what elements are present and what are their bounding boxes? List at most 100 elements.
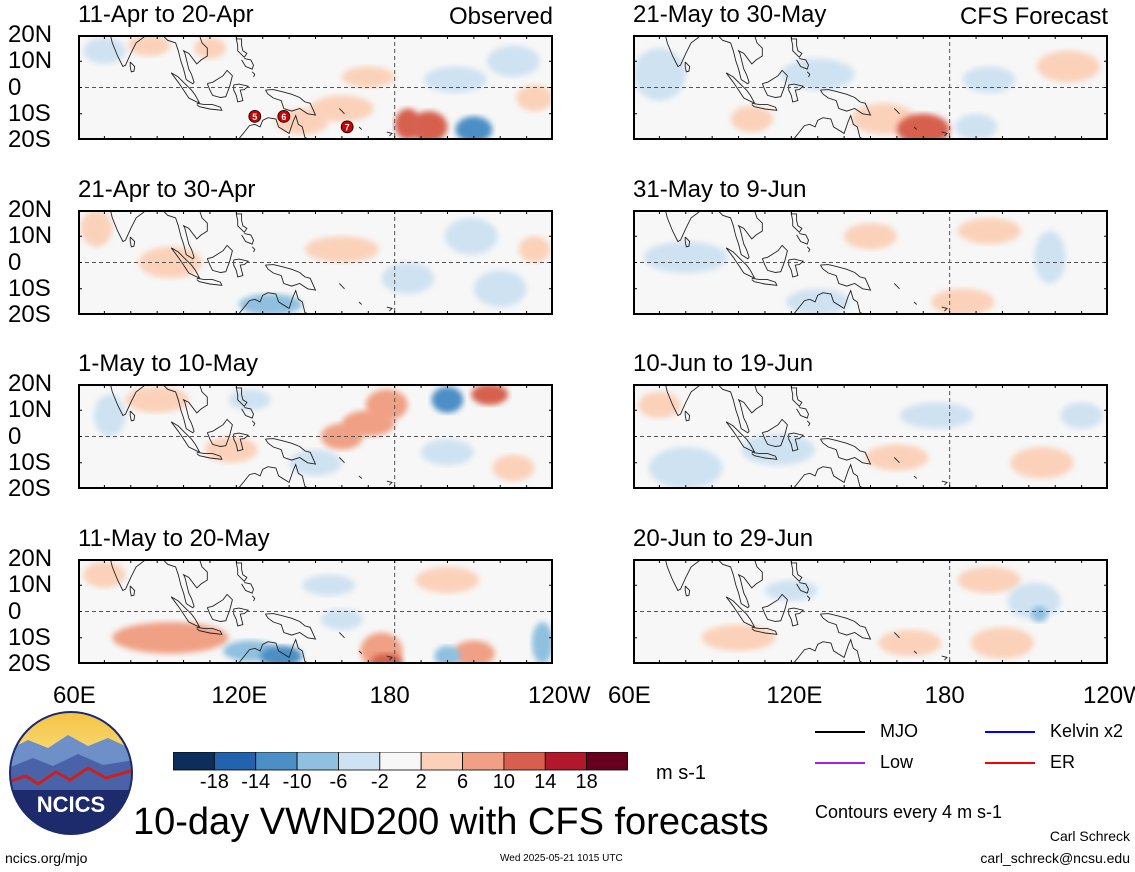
wind-anomaly-negative: [531, 622, 553, 664]
coastline: [684, 410, 691, 422]
heatmap-panel: [78, 559, 553, 664]
coastline: [893, 108, 900, 115]
heatmap-panel: [633, 559, 1108, 664]
coastline: [820, 89, 872, 116]
coastline: [788, 607, 805, 627]
coastline: [725, 421, 756, 453]
legend-label: ER: [1050, 752, 1076, 772]
storm-marker: 5: [248, 109, 262, 123]
coastline: [386, 306, 393, 312]
wind-anomaly-positive: [730, 105, 773, 133]
coastline: [786, 638, 866, 664]
coastline: [893, 632, 900, 639]
coastline: [99, 559, 148, 592]
lat-tick-label: 0: [8, 597, 22, 625]
coastline: [725, 596, 756, 628]
wind-anomaly-positive: [112, 622, 229, 654]
colorbar: [173, 752, 628, 771]
main-title: 10-day VWND200 with CFS forecasts: [133, 801, 769, 843]
coastline: [790, 387, 803, 408]
heatmap-panel: [633, 35, 1108, 140]
coastline: [196, 277, 223, 286]
coastline: [751, 626, 778, 635]
coastline: [941, 131, 948, 137]
coastline: [265, 613, 317, 640]
wind-anomaly-negative: [1031, 606, 1048, 622]
coastline: [241, 58, 254, 70]
colorbar-swatch: [420, 752, 463, 771]
coastline: [129, 585, 136, 597]
coastline: [751, 102, 778, 111]
wind-anomaly-positive: [125, 386, 189, 413]
coastline: [717, 559, 763, 609]
lat-tick-label: 10N: [8, 47, 53, 75]
wind-anomaly-negative: [633, 48, 686, 101]
coastline: [162, 35, 208, 85]
map-frame: [78, 559, 553, 664]
wind-anomaly-negative: [434, 645, 461, 664]
lat-tick-label: 0: [8, 248, 22, 276]
wind-anomaly-positive: [194, 37, 226, 59]
coastline: [806, 420, 811, 427]
coastline: [806, 246, 811, 253]
wind-anomaly-positive: [415, 566, 480, 594]
coastline: [654, 384, 703, 417]
lon-tick-label: 180: [369, 682, 410, 709]
coastline: [717, 35, 763, 85]
coastline: [684, 236, 691, 248]
coastline: [386, 655, 393, 661]
coastline: [913, 650, 918, 654]
wind-anomaly-negative: [83, 37, 126, 64]
panel-title: 31-May to 9-Jun: [633, 176, 807, 203]
author-email: carl_schreck@ncsu.edu: [980, 850, 1130, 866]
coastline: [99, 35, 148, 68]
map-frame: [78, 210, 553, 315]
coastline: [796, 58, 809, 70]
coastline: [338, 632, 345, 639]
forecast-label: CFS Forecast: [959, 3, 1108, 30]
wind-anomaly-positive: [471, 384, 509, 405]
coastline: [338, 108, 345, 115]
wind-anomaly-positive: [518, 236, 551, 263]
coastline: [790, 562, 803, 583]
colorbar-swatch: [379, 752, 422, 771]
colorbar-tick-label: -10: [282, 771, 312, 793]
coastline: [806, 71, 811, 78]
wind-anomaly-positive: [80, 210, 113, 247]
lon-tick-label: 120E: [766, 682, 823, 709]
wind-anomaly-negative: [899, 402, 974, 429]
coastline: [196, 626, 223, 635]
coastline: [251, 595, 256, 602]
coastline: [820, 613, 872, 640]
coastline: [893, 283, 900, 290]
observed-label: Observed: [448, 3, 553, 30]
lon-tick-label: 60E: [608, 682, 651, 709]
coastline: [196, 102, 223, 111]
wind-anomaly-positive: [970, 627, 1035, 659]
coastline: [231, 463, 311, 489]
heatmap-panel: 5 6 7: [78, 35, 553, 140]
colorbar-tick-label: -14: [241, 771, 271, 793]
colorbar-swatch: [255, 752, 298, 771]
wind-anomaly-positive: [83, 561, 126, 588]
coastline: [358, 475, 363, 479]
coastline: [941, 480, 948, 486]
colorbar-tick-label: 14: [534, 771, 557, 793]
coastline: [235, 213, 248, 234]
wind-anomaly-positive: [204, 436, 258, 463]
wind-anomaly-negative: [648, 447, 723, 489]
lon-tick-label: 60E: [53, 682, 96, 709]
author-credit: Carl Schreck: [1049, 828, 1130, 844]
coastline: [206, 244, 233, 273]
coastline: [751, 451, 778, 460]
colorbar-tick-label: 18: [575, 771, 598, 793]
coastline: [196, 451, 223, 460]
legend-swatch: [815, 731, 865, 733]
coastline: [170, 596, 201, 628]
coastline: [170, 421, 201, 453]
coastline: [761, 69, 788, 98]
coastline: [170, 72, 201, 104]
colorbar-swatch: [586, 752, 628, 771]
coastline: [788, 83, 805, 103]
coastline: [129, 236, 136, 248]
